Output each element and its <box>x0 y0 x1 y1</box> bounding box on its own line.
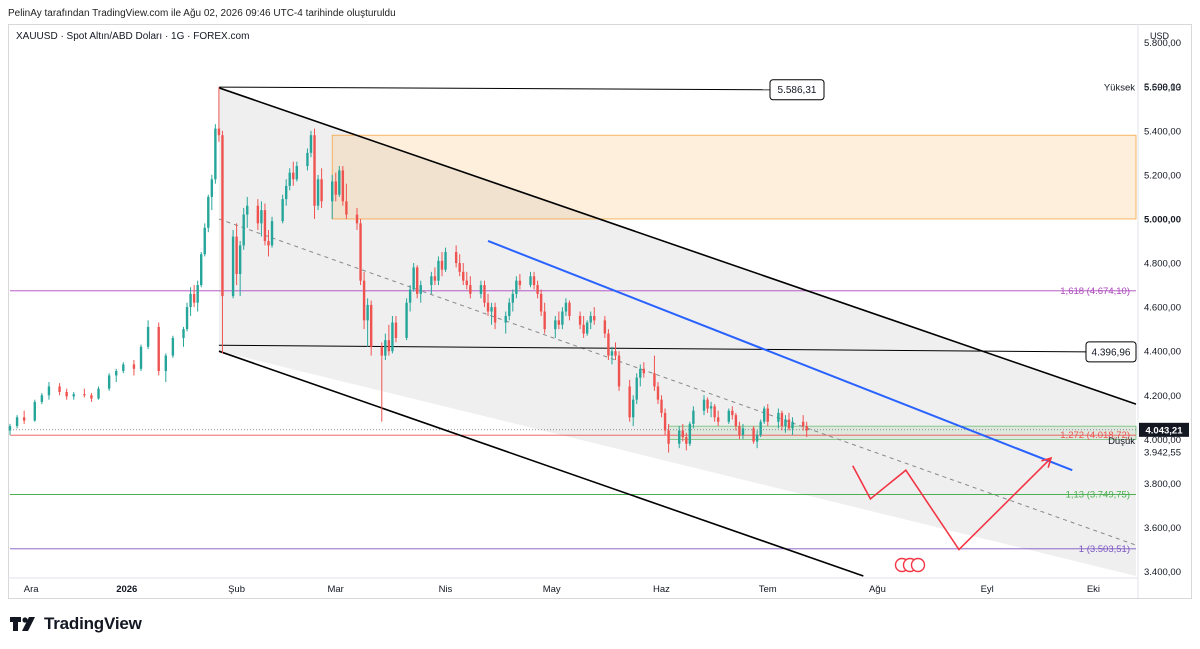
symbol-title[interactable]: XAUUSD · Spot Altın/ABD Doları · 1G · FO… <box>16 31 250 42</box>
tradingview-logo[interactable]: TradingView <box>10 614 142 634</box>
currency-label[interactable]: USD <box>1150 31 1170 41</box>
brand-name: TradingView <box>44 614 142 633</box>
tradingview-logo-icon <box>10 617 35 631</box>
attribution-text: PelinAy tarafından TradingView.com ile A… <box>8 8 396 19</box>
chart-panel[interactable] <box>8 24 1192 599</box>
